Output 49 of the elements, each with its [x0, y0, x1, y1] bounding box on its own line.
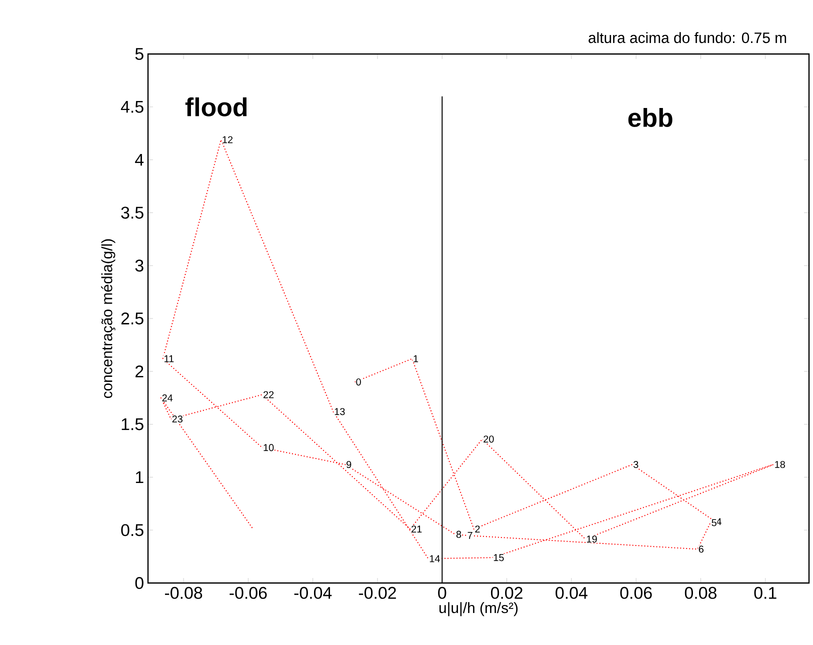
annotation: 2 [475, 526, 480, 533]
y-tick-label: 3.5 [121, 206, 144, 219]
annotation: 1 [414, 355, 418, 362]
annotation: 7 [468, 532, 472, 539]
x-tick-label: 0.06 [620, 586, 652, 599]
y-tick-label: 1 [136, 471, 144, 484]
annotation: 22 [264, 391, 274, 398]
annotation: 0 [356, 378, 361, 386]
x-tick-label: 0.02 [490, 586, 522, 599]
x-tick-label: -0.04 [294, 586, 332, 599]
y-axis-title: concentração média(g/l) [101, 239, 116, 398]
annotation: 14 [430, 555, 440, 562]
x-tick-label: -0.08 [165, 586, 202, 599]
y-tick-label: 4.5 [120, 100, 144, 113]
x-tick-label: 0 [438, 586, 446, 599]
x-tick-label: 0.04 [556, 586, 588, 599]
annotation: 3 [633, 460, 638, 468]
y-tick-label: 2.5 [121, 312, 144, 324]
x-tick-label: 0.08 [684, 586, 716, 599]
y-tick-label: 4 [135, 154, 144, 166]
annotation: 11 [164, 355, 174, 362]
annotation: 12 [222, 136, 233, 144]
x-axis-title: u|u|/h (m/s²) [439, 602, 518, 616]
annotation: 9 [346, 460, 352, 468]
x-tick-label: -0.06 [230, 586, 267, 599]
annotation: 21 [412, 526, 422, 533]
annotation: 20 [484, 436, 494, 443]
annotation: 6 [698, 546, 704, 553]
annotation: 10 [264, 444, 274, 452]
annotation: 8 [456, 530, 462, 538]
annotation: 19 [587, 536, 597, 543]
annotation: 13 [334, 408, 345, 416]
y-tick-label: 0.5 [121, 524, 144, 536]
y-tick-label: 2 [136, 365, 144, 378]
y-tick-label: 3 [135, 260, 144, 272]
annotation: flood [185, 97, 247, 116]
y-tick-label: 0 [135, 577, 144, 589]
annotation: 4 [716, 518, 722, 526]
x-tick-label: 0.1 [754, 586, 776, 599]
x-tick-label: -0.02 [358, 586, 396, 599]
annotation: 5 [712, 519, 716, 526]
chart-title: altura acima do fundo: 0.75 m [588, 32, 786, 44]
y-tick-label: 1.5 [122, 418, 144, 430]
annotation: 18 [775, 460, 785, 468]
y-tick-label: 5 [135, 48, 144, 60]
annotation: 15 [494, 554, 504, 562]
annotation: ebb [628, 108, 672, 127]
annotation: 24 [162, 394, 173, 402]
annotation: 23 [172, 415, 182, 423]
